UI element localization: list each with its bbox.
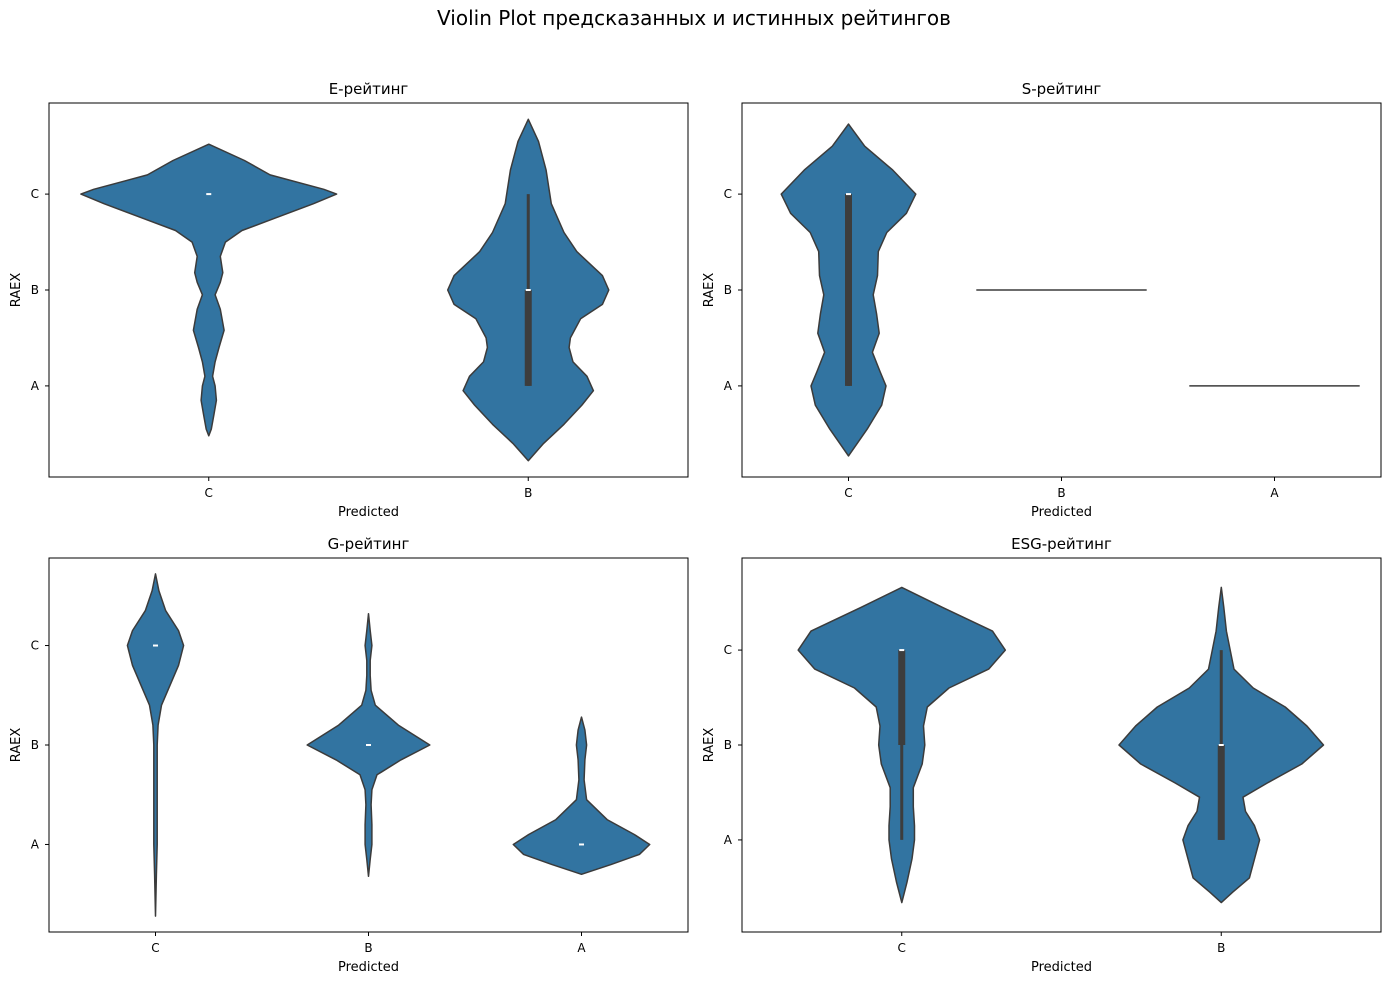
panel-1: E-рейтинг C B C B A Predicted RAEX: [9, 80, 689, 520]
violin-B: [1118, 586, 1325, 904]
y-tick-label: B: [31, 738, 39, 752]
violin-C: [780, 123, 917, 457]
x-tick-label: B: [364, 941, 372, 955]
panel-title: E-рейтинг: [329, 80, 409, 98]
panels: E-рейтинг C B C B A Predicted RAEX S-рейтинг C B A C…: [9, 80, 1382, 975]
panel-title: ESG-рейтинг: [1011, 535, 1112, 553]
y-tick-label: C: [724, 643, 732, 657]
x-tick-label: B: [524, 486, 532, 500]
violin-B: [446, 118, 610, 462]
y-axis-label: RAEX: [702, 273, 717, 308]
iqr-box: [1217, 745, 1225, 840]
panel-2: S-рейтинг C B A C B A Predicted RAEX: [702, 80, 1382, 520]
y-tick-label: C: [31, 187, 39, 201]
y-tick-label: A: [31, 837, 40, 851]
panel-title: G-рейтинг: [328, 535, 410, 553]
x-tick-label: C: [898, 941, 906, 955]
x-tick-label: C: [844, 486, 852, 500]
x-axis-label: Predicted: [338, 505, 399, 520]
x-tick-label: C: [151, 941, 159, 955]
x-tick-label: A: [1270, 486, 1279, 500]
y-axis-label: RAEX: [702, 728, 717, 763]
iqr-box: [845, 194, 852, 386]
violin-C: [797, 586, 1007, 904]
x-axis-label: Predicted: [338, 960, 399, 975]
violin-body: [512, 716, 651, 876]
panel-3: G-рейтинг C B A C B A Predicted RAEX: [9, 535, 689, 975]
x-axis-label: Predicted: [1031, 505, 1092, 520]
y-tick-label: B: [724, 283, 732, 297]
x-tick-label: B: [1217, 941, 1225, 955]
y-tick-label: B: [31, 283, 39, 297]
y-tick-label: A: [31, 379, 40, 393]
iqr-box: [524, 290, 532, 386]
x-tick-label: A: [577, 941, 586, 955]
y-tick-label: A: [724, 833, 733, 847]
x-tick-label: C: [205, 486, 213, 500]
y-tick-label: B: [724, 738, 732, 752]
violin-C: [126, 573, 185, 917]
x-tick-label: B: [1057, 486, 1065, 500]
violin-B: [306, 612, 431, 878]
iqr-box: [898, 650, 906, 745]
panel-title: S-рейтинг: [1022, 80, 1102, 98]
figure-suptitle: Violin Plot предсказанных и истинных рей…: [437, 6, 951, 30]
violin-body: [80, 143, 338, 437]
y-tick-label: C: [31, 639, 39, 653]
violin-body: [126, 573, 185, 917]
violin-C: [80, 143, 338, 437]
y-axis-label: RAEX: [9, 728, 24, 763]
x-axis-label: Predicted: [1031, 960, 1092, 975]
y-tick-label: A: [724, 379, 733, 393]
y-tick-label: C: [724, 187, 732, 201]
panel-4: ESG-рейтинг C B C B A Predicted RAEX: [702, 535, 1382, 975]
violin-A: [512, 716, 651, 876]
y-axis-label: RAEX: [9, 273, 24, 308]
